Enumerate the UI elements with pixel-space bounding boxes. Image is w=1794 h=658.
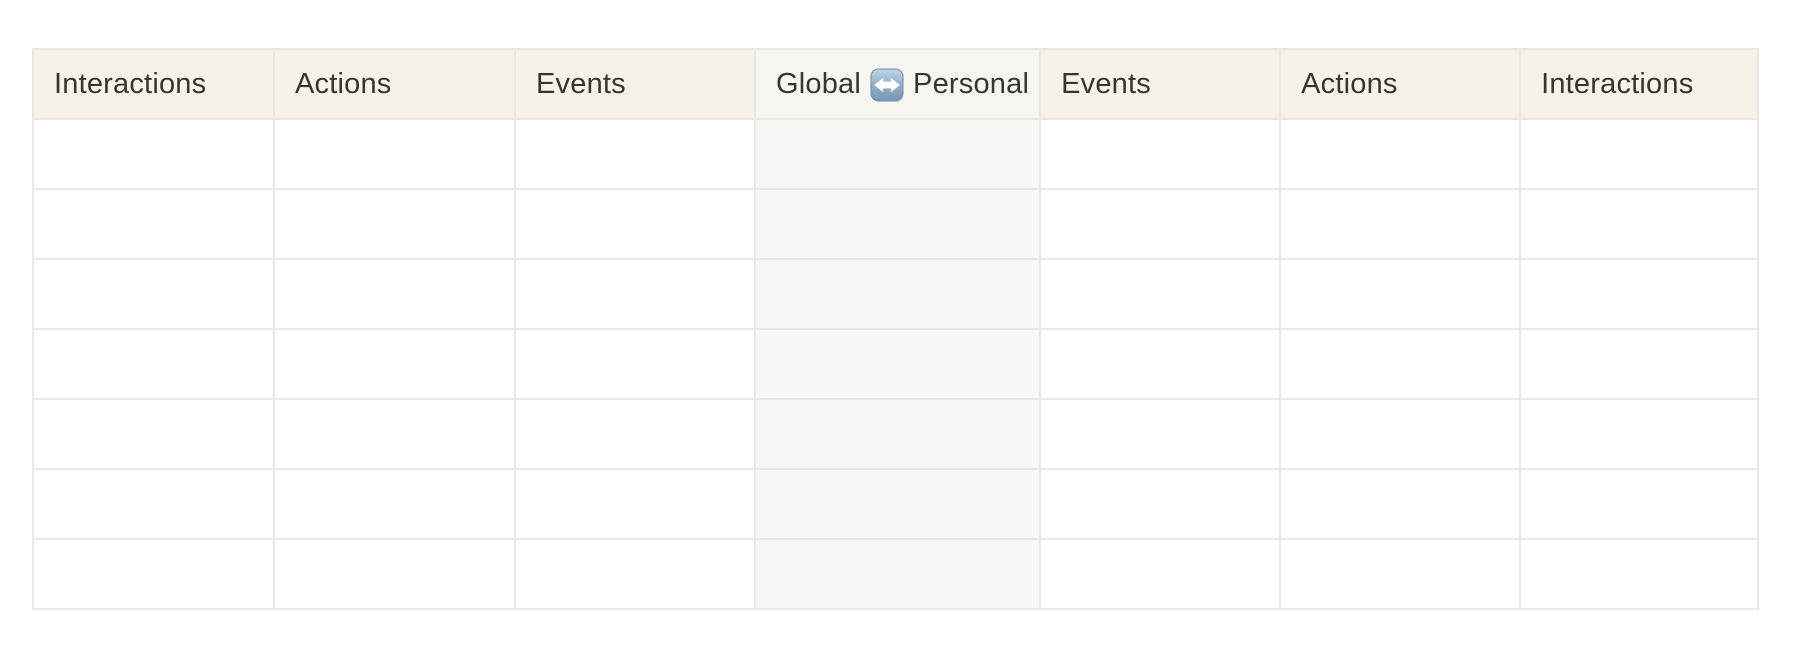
table-cell[interactable]: [32, 118, 275, 190]
table-cell[interactable]: [514, 538, 756, 610]
column-header-label: Actions: [295, 67, 392, 100]
table-cell[interactable]: [514, 188, 756, 260]
table-cell[interactable]: [753, 398, 1042, 470]
property-table-wrap: Interactions Actions Events Global: [32, 48, 1760, 610]
column-header-label: Interactions: [54, 67, 207, 100]
column-header-label: Actions: [1301, 67, 1398, 100]
table-cell[interactable]: [1519, 118, 1760, 190]
table-cell[interactable]: [1279, 328, 1522, 400]
column-header-actions-right[interactable]: Actions: [1279, 48, 1522, 120]
table-cell[interactable]: [514, 118, 756, 190]
table-cell[interactable]: [273, 118, 516, 190]
table-cell[interactable]: [1039, 328, 1282, 400]
table-cell[interactable]: [753, 538, 1042, 610]
table-cell[interactable]: [1519, 328, 1760, 400]
left-right-arrow-icon: [870, 68, 904, 102]
table-row: [32, 118, 1760, 190]
table-cell[interactable]: [753, 328, 1042, 400]
table-cell[interactable]: [32, 468, 275, 540]
table-row: [32, 538, 1760, 610]
column-header-interactions-right[interactable]: Interactions: [1519, 48, 1760, 120]
table-cell[interactable]: [32, 188, 275, 260]
table-cell[interactable]: [273, 468, 516, 540]
table-row: [32, 258, 1760, 330]
table-cell[interactable]: [514, 328, 756, 400]
column-header-label: Personal: [913, 67, 1030, 100]
table-cell[interactable]: [514, 258, 756, 330]
property-table: Interactions Actions Events Global: [32, 48, 1760, 610]
table-cell[interactable]: [1279, 398, 1522, 470]
table-cell[interactable]: [1279, 538, 1522, 610]
table-cell[interactable]: [1519, 538, 1760, 610]
table-row: [32, 468, 1760, 540]
table-row: [32, 188, 1760, 260]
table-cell[interactable]: [753, 118, 1042, 190]
table-cell[interactable]: [1039, 258, 1282, 330]
column-header-interactions-left[interactable]: Interactions: [32, 48, 275, 120]
table-cell[interactable]: [1039, 398, 1282, 470]
table-cell[interactable]: [1039, 118, 1282, 190]
column-header-events-right[interactable]: Events: [1039, 48, 1282, 120]
table-cell[interactable]: [273, 538, 516, 610]
table-cell[interactable]: [32, 398, 275, 470]
column-header-actions-left[interactable]: Actions: [273, 48, 516, 120]
table-cell[interactable]: [1519, 468, 1760, 540]
table-cell[interactable]: [1519, 188, 1760, 260]
table-cell[interactable]: [1279, 118, 1522, 190]
table-cell[interactable]: [1039, 188, 1282, 260]
table-body: [32, 118, 1760, 610]
table-cell[interactable]: [32, 538, 275, 610]
table-cell[interactable]: [1279, 468, 1522, 540]
column-header-label: Events: [536, 67, 626, 100]
column-header-events-left[interactable]: Events: [514, 48, 756, 120]
table-cell[interactable]: [753, 188, 1042, 260]
column-header-label: Interactions: [1541, 67, 1694, 100]
table-header-row: Interactions Actions Events Global: [32, 48, 1760, 120]
table-cell[interactable]: [273, 258, 516, 330]
table-cell[interactable]: [753, 258, 1042, 330]
table-cell[interactable]: [32, 258, 275, 330]
table-cell[interactable]: [273, 398, 516, 470]
table-cell[interactable]: [1279, 258, 1522, 330]
table-cell[interactable]: [1519, 258, 1760, 330]
table-row: [32, 328, 1760, 400]
table-cell[interactable]: [1039, 538, 1282, 610]
table-header: Interactions Actions Events Global: [32, 48, 1760, 120]
table-cell[interactable]: [1519, 398, 1760, 470]
table-cell[interactable]: [1039, 468, 1282, 540]
table-cell[interactable]: [753, 468, 1042, 540]
column-header-label: Global: [776, 67, 862, 100]
table-cell[interactable]: [514, 468, 756, 540]
table-cell[interactable]: [273, 328, 516, 400]
table-cell[interactable]: [514, 398, 756, 470]
table-row: [32, 398, 1760, 470]
table-cell[interactable]: [273, 188, 516, 260]
table-cell[interactable]: [1279, 188, 1522, 260]
column-header-label: Events: [1061, 67, 1151, 100]
table-cell[interactable]: [32, 328, 275, 400]
column-header-global-personal[interactable]: Global: [753, 48, 1042, 120]
